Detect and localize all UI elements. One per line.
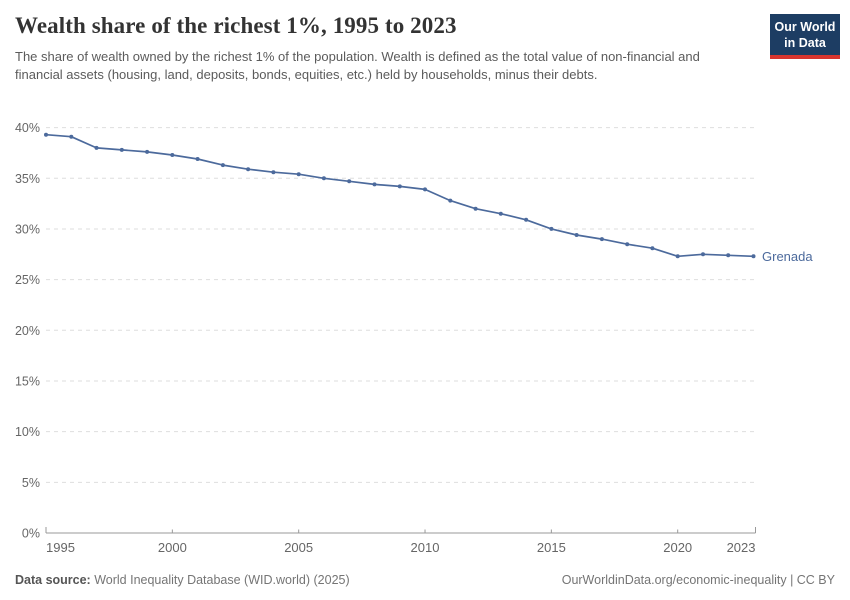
- data-point[interactable]: [44, 132, 48, 137]
- x-tick-label: 2005: [284, 540, 313, 555]
- data-point[interactable]: [246, 167, 251, 172]
- data-point[interactable]: [119, 147, 124, 152]
- data-point[interactable]: [701, 252, 705, 257]
- data-point[interactable]: [473, 206, 478, 211]
- data-source-label: Data source:: [15, 573, 91, 587]
- data-point[interactable]: [296, 172, 301, 177]
- data-point[interactable]: [271, 170, 276, 175]
- data-point[interactable]: [220, 163, 225, 168]
- data-source-line: Data source: World Inequality Database (…: [15, 573, 350, 587]
- y-tick-label: 40%: [15, 121, 40, 135]
- page-title: Wealth share of the richest 1%, 1995 to …: [15, 13, 457, 38]
- y-tick-label: 25%: [15, 273, 40, 287]
- page-subtitle: The share of wealth owned by the richest…: [15, 48, 700, 83]
- owid-logo[interactable]: Our World in Data: [770, 14, 840, 59]
- data-point[interactable]: [498, 211, 503, 216]
- series-label-grenada[interactable]: Grenada: [762, 249, 813, 264]
- owid-logo-text: Our World in Data: [770, 14, 840, 55]
- series-line-grenada[interactable]: [45, 133, 755, 258]
- owid-logo-line1: Our World: [774, 20, 836, 34]
- y-tick-label: 0%: [22, 527, 40, 541]
- data-point[interactable]: [599, 237, 604, 242]
- data-point[interactable]: [145, 149, 150, 154]
- x-tick-label: 2023: [727, 540, 756, 555]
- data-point[interactable]: [372, 182, 377, 187]
- y-tick-label: 35%: [15, 172, 40, 186]
- x-tick-label: 1995: [46, 540, 75, 555]
- data-point[interactable]: [726, 253, 731, 258]
- footer: Data source: World Inequality Database (…: [15, 573, 835, 587]
- data-point[interactable]: [94, 145, 99, 150]
- x-tick-label: 2010: [411, 540, 440, 555]
- footer-credit-link[interactable]: OurWorldinData.org/economic-inequality |…: [561, 573, 835, 587]
- owid-logo-accent-bar: [770, 55, 840, 59]
- data-point[interactable]: [625, 242, 630, 247]
- y-tick-label: 30%: [15, 222, 40, 236]
- header: Wealth share of the richest 1%, 1995 to …: [15, 12, 755, 85]
- x-tick-label: 2000: [158, 540, 187, 555]
- x-tick-label: 2020: [663, 540, 692, 555]
- y-tick-label: 5%: [22, 476, 40, 490]
- data-point[interactable]: [675, 254, 680, 259]
- data-point[interactable]: [69, 134, 74, 139]
- line-chart[interactable]: 0% 5% 10% 15% 20% 25% 30% 35% 40% 1995 2000 2005 201…: [0, 115, 850, 560]
- chart-area[interactable]: 0% 5% 10% 15% 20% 25% 30% 35% 40% 1995 2000 2005 201…: [0, 115, 850, 560]
- data-point[interactable]: [423, 187, 427, 192]
- owid-logo-line2: in Data: [784, 36, 826, 50]
- data-point[interactable]: [751, 254, 756, 259]
- data-point[interactable]: [549, 226, 554, 231]
- data-point[interactable]: [321, 176, 326, 181]
- data-point[interactable]: [397, 184, 402, 189]
- data-point[interactable]: [170, 153, 175, 157]
- data-point[interactable]: [524, 217, 529, 222]
- y-tick-label: 15%: [15, 374, 40, 388]
- y-tick-label: 20%: [15, 324, 40, 338]
- data-point[interactable]: [574, 233, 579, 237]
- data-point[interactable]: [347, 179, 352, 184]
- data-point[interactable]: [448, 198, 453, 203]
- x-tick-label: 2015: [537, 540, 566, 555]
- data-point[interactable]: [195, 157, 200, 161]
- data-source-text: World Inequality Database (WID.world) (2…: [90, 573, 350, 587]
- y-tick-label: 10%: [15, 425, 40, 439]
- data-point[interactable]: [650, 246, 655, 251]
